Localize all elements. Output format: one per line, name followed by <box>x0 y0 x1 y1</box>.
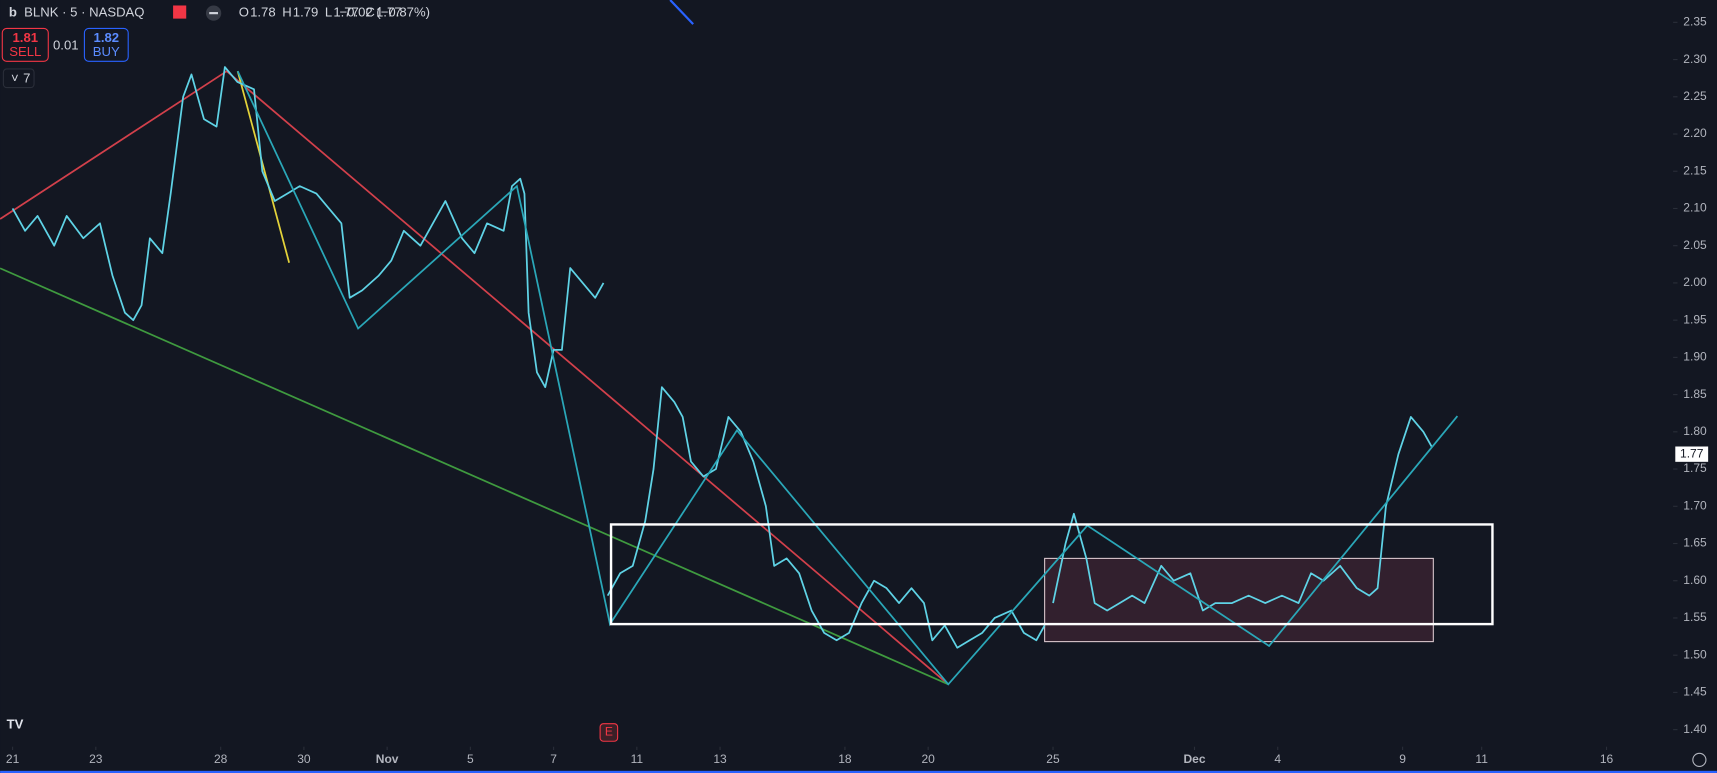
spread: 0.01 <box>53 37 79 52</box>
y-tick-label: 2.00 <box>1683 275 1707 289</box>
x-tick-label: 4 <box>1274 752 1281 766</box>
yellow-line <box>236 70 290 264</box>
x-tick-label: 5 <box>467 752 474 766</box>
y-tick-label: 1.55 <box>1683 610 1707 624</box>
y-tick-label: 1.45 <box>1683 685 1707 699</box>
price-line <box>11 66 1433 649</box>
plot <box>11 66 1433 649</box>
y-tick-label: 2.35 <box>1683 15 1707 29</box>
y-tick-label: 2.15 <box>1683 163 1707 177</box>
green-trendline <box>0 267 949 686</box>
y-tick-label: 1.40 <box>1683 722 1707 736</box>
x-tick-label: 23 <box>89 752 103 766</box>
y-tick-label: 1.65 <box>1683 536 1707 550</box>
x-tick-label: 25 <box>1046 752 1060 766</box>
x-tick-label: 7 <box>550 752 557 766</box>
symbol: BLNK · 5 · NASDAQ <box>24 5 144 20</box>
x-tick-label: Nov <box>376 752 399 766</box>
y-tick-label: 1.50 <box>1683 647 1707 661</box>
tv-logo: TV <box>7 716 24 731</box>
y-tick-label: 1.85 <box>1683 387 1707 401</box>
consolidation-box <box>609 523 1494 626</box>
earnings-label: E <box>605 725 613 739</box>
y-tick-label: 1.70 <box>1683 498 1707 512</box>
ohlc-value: 1.79 <box>293 5 319 20</box>
y-tick-label: 1.60 <box>1683 573 1707 587</box>
y-tick-label: 1.90 <box>1683 350 1707 364</box>
time-axis: 21 23 28 30 Nov 5 7 11 13 18 20 25 Dec 4 9 11 16 <box>6 746 1614 766</box>
y-tick-label: 1.80 <box>1683 424 1707 438</box>
x-tick-label: 11 <box>631 752 644 766</box>
y-tick-label: 2.10 <box>1683 201 1707 215</box>
y-tick-label: 2.30 <box>1683 52 1707 66</box>
ohlc-key: O <box>239 5 249 20</box>
x-tick-label: 16 <box>1600 752 1614 766</box>
sell-label: SELL <box>9 44 41 59</box>
x-tick-label: 21 <box>6 752 20 766</box>
x-tick-label: 30 <box>297 752 311 766</box>
sell-button[interactable] <box>1 27 49 62</box>
indicators-toggle[interactable] <box>2 68 35 89</box>
change: −0.02 (−0.87%) <box>340 5 430 20</box>
red-trendline <box>0 70 949 685</box>
drawings-top <box>236 70 1494 686</box>
x-tick-label: 11 <box>1475 752 1488 766</box>
flag[interactable] <box>173 5 187 19</box>
ohlc-value: 1.77 <box>333 5 359 20</box>
buy-button[interactable] <box>83 27 129 62</box>
hide-icon <box>209 12 218 15</box>
ohlc-key: L <box>325 5 332 20</box>
x-tick-label: Dec <box>1183 752 1205 766</box>
settings-icon[interactable] <box>1692 752 1707 767</box>
last-price-label: 1.77 <box>1680 446 1704 460</box>
x-tick-label: 13 <box>713 752 727 766</box>
ohlc-key: H <box>282 5 291 20</box>
y-tick-label: 2.05 <box>1683 238 1707 252</box>
last-price-tag <box>1675 446 1709 462</box>
ohlc-key: C <box>365 5 374 20</box>
blue-line <box>669 0 694 25</box>
indicators-count: 7 <box>23 70 30 85</box>
ohlc-value: 1.77 <box>376 5 402 20</box>
ohlc-value: 1.78 <box>250 5 276 20</box>
y-tick-label: 2.25 <box>1683 89 1707 103</box>
buy-label: BUY <box>93 44 120 59</box>
earnings-badge <box>599 723 619 742</box>
y-tick-label: 1.95 <box>1683 312 1707 326</box>
sell-price: 1.81 <box>13 30 39 45</box>
bottom-border <box>0 770 1717 773</box>
x-tick-label: 20 <box>921 752 935 766</box>
x-tick-label: 18 <box>838 752 852 766</box>
logo: b <box>9 5 17 20</box>
y-tick-label: 2.20 <box>1683 126 1707 140</box>
x-tick-label: 9 <box>1399 752 1406 766</box>
y-tick-label: 1.75 <box>1683 461 1707 475</box>
chevron: ˅ <box>11 70 19 85</box>
ohlc: O 1.78 H 1.79 L 1.77 C 1.77 <box>239 5 402 20</box>
zigzag <box>236 70 1459 686</box>
x-tick-label: 28 <box>214 752 228 766</box>
price-axis: 1.40 1.45 1.50 1.55 1.60 1.65 1.70 1.75 1.80 1.85… <box>1673 15 1707 736</box>
buy-price: 1.82 <box>94 30 120 45</box>
